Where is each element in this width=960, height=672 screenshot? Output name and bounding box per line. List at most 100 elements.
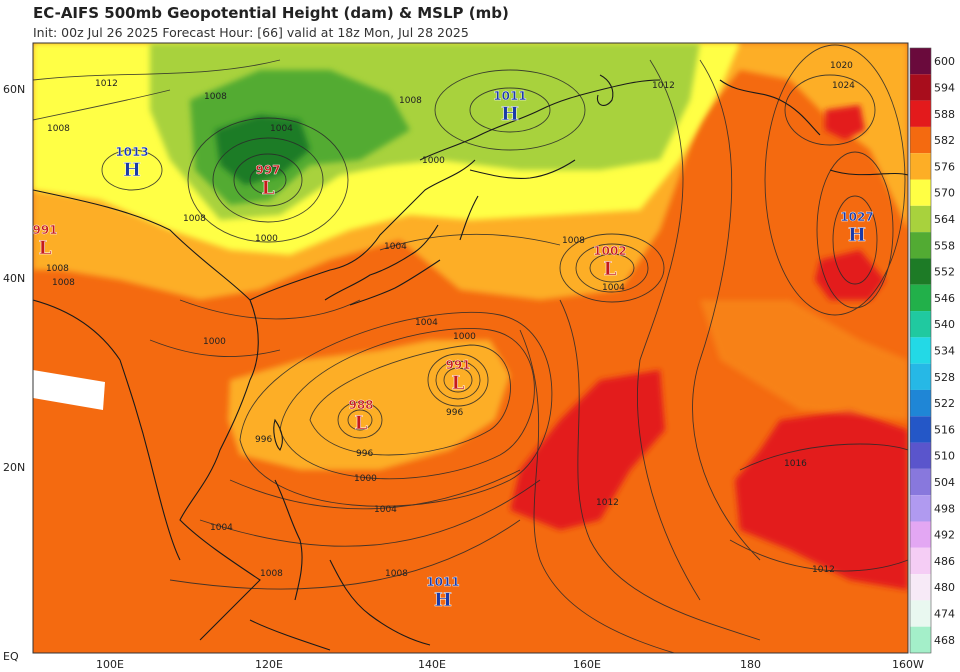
colorbar-swatch-600	[910, 48, 931, 75]
map-frame	[32, 42, 909, 654]
colorbar-swatch-588	[910, 100, 931, 127]
pressure-center-value: 1011	[493, 89, 526, 103]
band-582-tropics	[228, 340, 510, 470]
band-582-southeast	[700, 300, 908, 420]
isobar-label: 1008	[399, 96, 422, 106]
isobar-label: 1012	[812, 565, 835, 575]
colorbar-label-588: 588	[934, 108, 955, 121]
colorbar-label-600: 600	[934, 55, 955, 68]
lat-label-40n: 40N	[3, 272, 25, 285]
colorbar-swatch-510	[910, 442, 931, 469]
colorbar-swatch-474	[910, 600, 931, 627]
isobar-label: 1004	[384, 242, 407, 252]
isobar-label: 1004	[270, 124, 293, 134]
isobar-label: 1008	[260, 569, 283, 579]
pressure-center-value: 1011	[426, 575, 459, 589]
colorbar-swatch-498	[910, 495, 931, 522]
band-588-c	[815, 250, 885, 300]
colorbar-swatch-486	[910, 547, 931, 575]
pressure-center-value: 1027	[840, 210, 873, 224]
isobar-label: 1004	[374, 505, 397, 515]
missing-data-patch	[33, 370, 105, 410]
colorbar-label-510: 510	[934, 450, 955, 463]
colorbar-swatch-522	[910, 389, 931, 417]
isobar-label: 1012	[652, 81, 675, 91]
colorbar-swatch-492	[910, 521, 931, 548]
isobar-label: 1004	[602, 283, 625, 293]
colorbar-swatch-570	[910, 179, 931, 206]
colorbar-label-468: 468	[934, 634, 955, 647]
lon-label-180: 180	[740, 658, 761, 671]
isobar-label: 1024	[832, 81, 855, 91]
colorbar-label-582: 582	[934, 134, 955, 147]
isobar-label: 1012	[596, 498, 619, 508]
isobar-label: 996	[255, 435, 272, 445]
height-field	[33, 43, 908, 653]
isobar-labels: 1012 1008 1008 1004 1008 1000 1004 1008 1008 1012…	[46, 61, 855, 579]
isobar-label: 1008	[385, 569, 408, 579]
colorbar-swatch-576	[910, 153, 931, 180]
colorbar-label-516: 516	[934, 423, 955, 436]
band-558	[215, 115, 310, 185]
pressure-center-value: 997	[255, 163, 280, 177]
pressure-center-letter: H	[848, 224, 866, 246]
colorbar-swatch-564	[910, 205, 931, 233]
isobar-label: 1016	[784, 459, 807, 469]
isobar-label: 1000	[422, 156, 445, 166]
pressure-center-letter: H	[434, 589, 452, 611]
lat-label-20n: 20N	[3, 461, 25, 474]
isobar-label: 1008	[562, 236, 585, 246]
lat-label-60n: 60N	[3, 83, 25, 96]
colorbar-label-492: 492	[934, 529, 955, 542]
height-colorbar: 600 594 588 582 576 570 564 558 552 546 540 534 528 5…	[909, 47, 955, 654]
pressure-center-letter: L	[261, 177, 274, 199]
isobar-label: 1008	[183, 214, 206, 224]
colorbar-label-480: 480	[934, 581, 955, 594]
isobar-label: 1008	[52, 278, 75, 288]
colorbar-swatch-504	[910, 468, 931, 496]
isobar-label: 996	[356, 449, 373, 459]
pressure-center-letter: H	[123, 159, 141, 181]
colorbar-label-552: 552	[934, 266, 955, 279]
isobar-label: 1000	[453, 332, 476, 342]
isobar-label: 1000	[255, 234, 278, 244]
colorbar-label-504: 504	[934, 476, 955, 489]
colorbar-swatch-534	[910, 337, 931, 364]
isobar-label: 1004	[415, 318, 438, 328]
colorbar-label-570: 570	[934, 187, 955, 200]
colorbar-swatch-528	[910, 363, 931, 390]
colorbar-swatch-516	[910, 416, 931, 443]
colorbar-swatch-582	[910, 126, 931, 154]
colorbar-swatch-558	[910, 232, 931, 259]
map-title: EC-AIFS 500mb Geopotential Height (dam) …	[33, 4, 509, 22]
isobar-label: 1012	[95, 79, 118, 89]
lon-label-140e: 140E	[418, 658, 446, 671]
colorbar-label-558: 558	[934, 239, 955, 252]
isobar-label: 1008	[46, 264, 69, 274]
colorbar-label-486: 486	[934, 555, 955, 568]
lon-label-100e: 100E	[96, 658, 124, 671]
lon-label-160e: 160E	[573, 658, 601, 671]
band-588-a	[510, 370, 665, 530]
coastlines	[33, 74, 908, 651]
lat-label-eq: EQ	[3, 650, 19, 663]
isobar-label: 1008	[204, 92, 227, 102]
colorbar-label-534: 534	[934, 345, 955, 358]
map-subtitle: Init: 00z Jul 26 2025 Forecast Hour: [66…	[33, 25, 469, 40]
colorbar-label-564: 564	[934, 213, 955, 226]
isobar-label: 1020	[830, 61, 853, 71]
colorbar-label-546: 546	[934, 292, 955, 305]
colorbar-label-576: 576	[934, 160, 955, 173]
lon-label-120e: 120E	[255, 658, 283, 671]
colorbar-swatch-480	[910, 574, 931, 601]
colorbar-swatch-540	[910, 311, 931, 338]
isobar-label: 996	[446, 408, 463, 418]
pressure-center-letter: L	[354, 412, 367, 434]
